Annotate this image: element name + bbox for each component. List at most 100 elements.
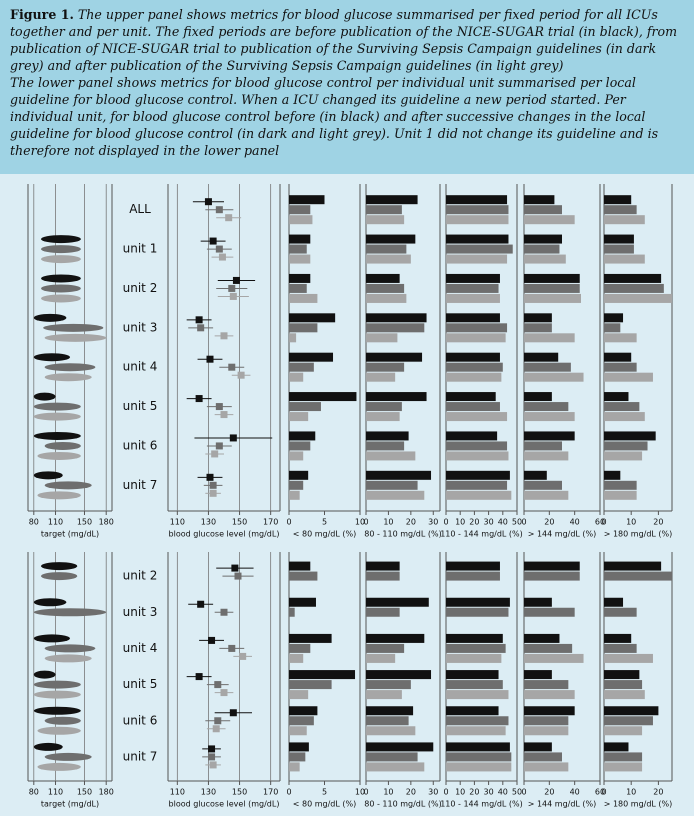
mean-marker (197, 324, 205, 332)
bar (289, 643, 311, 653)
x-tick-label: 110 (170, 788, 185, 797)
x-tick-label: 110 (48, 788, 63, 797)
bar (446, 670, 499, 680)
bar (604, 234, 634, 244)
mean-marker (229, 434, 237, 442)
bar (524, 690, 575, 700)
x-tick-label: 10 (455, 788, 465, 797)
row-label: ALL (129, 202, 151, 216)
bar (366, 597, 429, 607)
mean-marker (197, 600, 205, 608)
mean-marker (204, 198, 212, 206)
bar (446, 633, 503, 643)
x-axis-label: < 80 mg/dL (%) (293, 530, 356, 539)
bar (446, 412, 508, 422)
bar (366, 742, 434, 752)
bar (289, 653, 304, 663)
row-label: unit 4 (123, 641, 158, 655)
bar (604, 362, 637, 372)
x-axis-label: blood glucose level (mg/dL) (169, 800, 280, 809)
bar (446, 726, 506, 736)
target-range (44, 373, 92, 382)
mean-marker (208, 753, 216, 761)
bar (524, 205, 562, 215)
bar (524, 706, 575, 716)
bar (366, 402, 402, 412)
bar (366, 441, 405, 451)
bar (289, 323, 318, 333)
bar (289, 362, 314, 372)
x-tick-label: 170 (263, 518, 278, 527)
x-tick-label: 20 (544, 788, 554, 797)
bar (524, 470, 547, 480)
caption-paragraph: Figure 1. The upper panel shows metrics … (10, 6, 684, 74)
target-range (41, 235, 81, 244)
target-range (33, 412, 81, 421)
x-axis-label: blood glucose level (mg/dL) (169, 530, 280, 539)
x-tick-label: 0 (521, 518, 526, 527)
bar (524, 333, 575, 343)
x-tick-label: 60 (595, 788, 605, 797)
x-tick-label: 50 (512, 518, 522, 527)
bar (446, 716, 509, 726)
x-tick-label: 40 (570, 788, 580, 797)
bar (446, 392, 496, 402)
bar (366, 323, 425, 333)
row-label: unit 7 (123, 478, 158, 492)
bar (524, 653, 584, 663)
bar (604, 643, 637, 653)
bar (524, 283, 580, 293)
bar (289, 762, 300, 772)
row-label: unit 6 (123, 438, 158, 452)
bar (446, 742, 510, 752)
bar (289, 293, 318, 303)
bar (524, 643, 573, 653)
bar (604, 431, 656, 441)
bar (604, 195, 632, 205)
bar (289, 716, 314, 726)
bar (446, 313, 500, 323)
bar (604, 571, 672, 581)
bar (524, 392, 552, 402)
bar (366, 392, 427, 402)
mean-marker (220, 608, 228, 616)
bar (366, 633, 425, 643)
x-tick-label: 150 (77, 788, 92, 797)
x-tick-label: 150 (77, 518, 92, 527)
mean-marker (220, 332, 228, 340)
x-tick-label: 30 (428, 788, 438, 797)
bar (604, 323, 621, 333)
bar (289, 726, 307, 736)
bar (366, 234, 416, 244)
bar (604, 283, 664, 293)
x-tick-label: 40 (570, 518, 580, 527)
bar (366, 561, 400, 571)
bar (366, 490, 425, 500)
row-label: unit 5 (123, 399, 158, 413)
bar (604, 333, 637, 343)
x-tick-label: 110 (170, 518, 185, 527)
mean-marker (215, 403, 223, 411)
bar (524, 352, 559, 362)
mean-marker (228, 363, 236, 371)
target-range (44, 752, 92, 761)
bar (289, 392, 357, 402)
x-tick-label: 180 (99, 518, 114, 527)
bar (366, 412, 400, 422)
bar (604, 726, 643, 736)
x-tick-label: 0 (601, 788, 606, 797)
bar (289, 313, 336, 323)
x-tick-label: 20 (653, 788, 663, 797)
bar (289, 283, 307, 293)
target-range (33, 670, 56, 679)
caption: Figure 1. The upper panel shows metrics … (0, 0, 694, 174)
bar (289, 372, 304, 382)
bar (446, 362, 503, 372)
row-label: unit 3 (123, 320, 158, 334)
x-tick-label: 10 (455, 518, 465, 527)
bar (446, 323, 508, 333)
bar (446, 490, 512, 500)
row-label: unit 7 (123, 749, 158, 763)
bar (446, 752, 512, 762)
bar (289, 480, 304, 490)
